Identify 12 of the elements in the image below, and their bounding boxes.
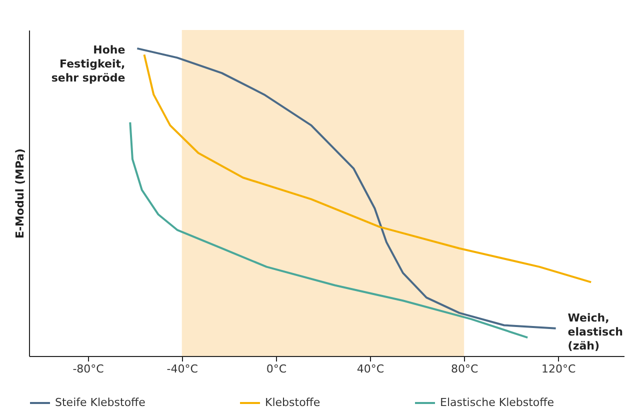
y-axis-title: E-Modul (MPa)	[14, 148, 26, 239]
x-tick-label: 80°C	[450, 362, 478, 376]
x-tick-label: 40°C	[356, 362, 384, 376]
x-tick-label: -40°C	[166, 362, 198, 376]
legend-label: Steife Klebstoffe	[55, 396, 146, 409]
legend-label: Klebstoffe	[265, 396, 320, 409]
annotation: Weich, elastisch (zäh)	[568, 311, 623, 352]
x-tick-label: 120°C	[542, 362, 576, 376]
x-tick-label: -80°C	[72, 362, 104, 376]
annotation: Hohe Festigkeit, sehr spröde	[51, 43, 126, 84]
x-tick-label: 0°C	[266, 362, 287, 376]
legend-label: Elastische Klebstoffe	[440, 396, 554, 409]
